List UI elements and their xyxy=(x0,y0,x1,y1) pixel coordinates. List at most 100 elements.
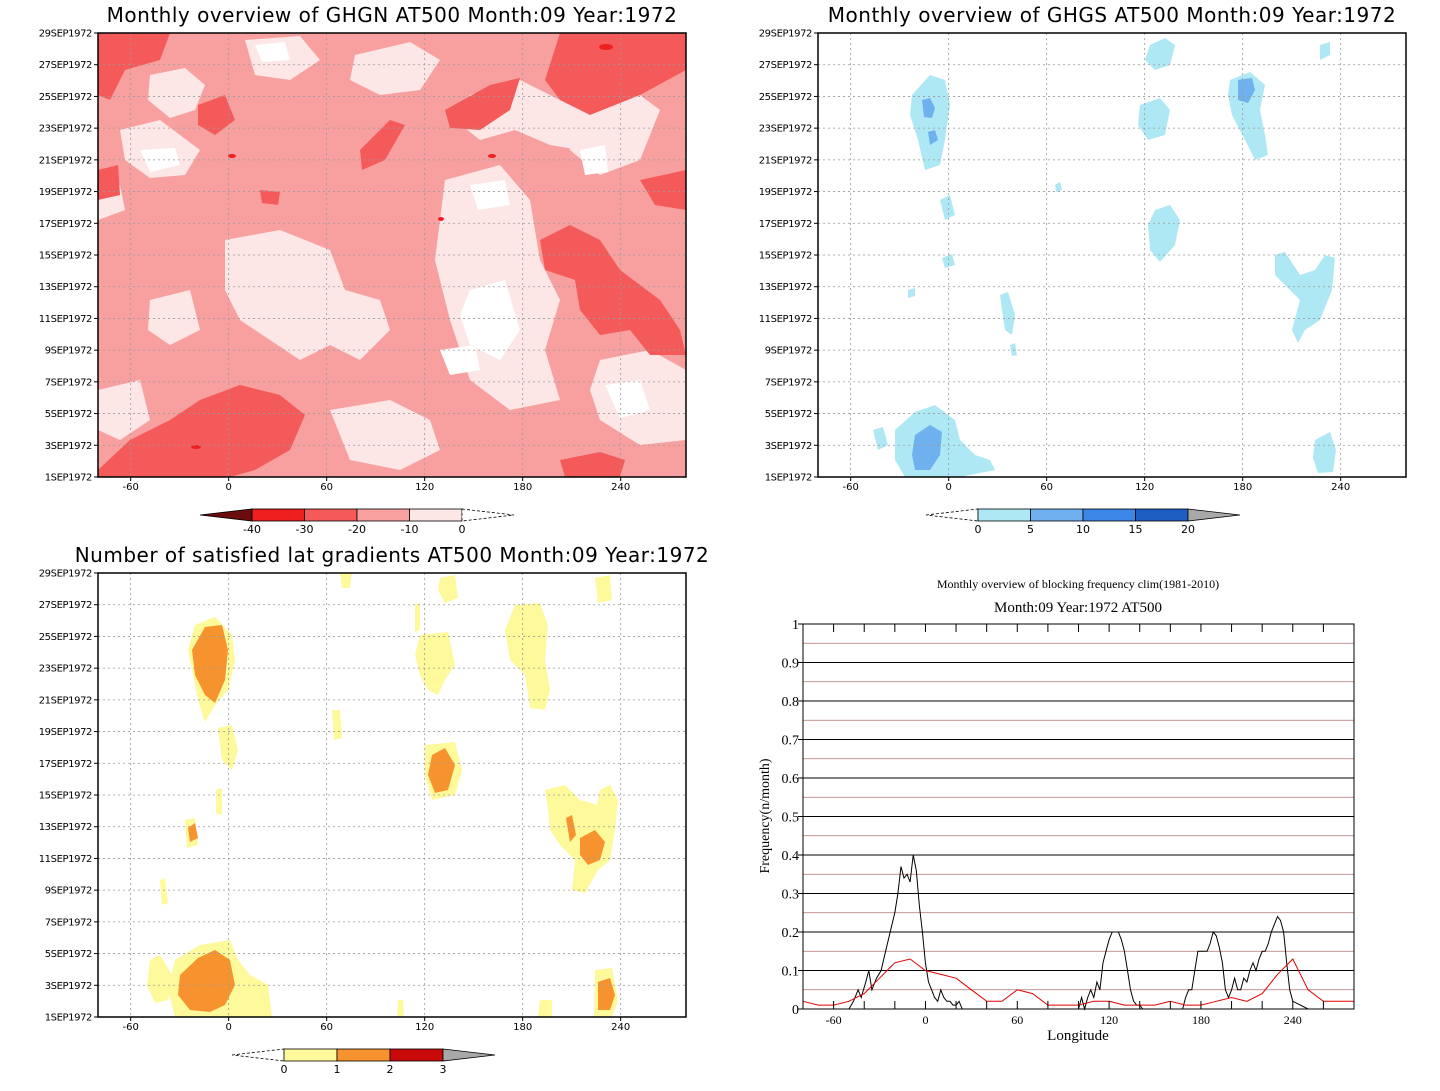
y-tick-label: 0 xyxy=(792,1003,799,1018)
colorbar-right-extension xyxy=(461,508,515,522)
y-tick-label: 11SEP1972 xyxy=(39,854,92,865)
colorbar-segment xyxy=(251,508,305,522)
lat-gradient-x-ticks: -60 0 60 120 180 240 xyxy=(122,1017,630,1033)
lat-gradient-orange-regions xyxy=(178,625,615,1012)
ghgn-x-ticks: -60 0 60 120 180 240 xyxy=(122,477,630,493)
colorbar-segment xyxy=(336,1048,391,1062)
line-chart-y-ticks: 0 0.1 0.2 0.3 0.4 0.5 0.6 0.7 0.8 0.9 1 xyxy=(782,618,803,1018)
x-tick-label: 180 xyxy=(513,1022,532,1033)
ghgn-panel: Monthly overview of GHGN AT500 Month:09 … xyxy=(39,3,687,536)
x-tick-label: 120 xyxy=(415,482,434,493)
colorbar-label: 3 xyxy=(440,1063,447,1076)
y-tick-label: 29SEP1972 xyxy=(759,29,812,40)
x-tick-label: 240 xyxy=(611,482,630,493)
ghgn-contour-field xyxy=(98,33,686,477)
colorbar-label: -10 xyxy=(401,523,419,536)
y-tick-label: 11SEP1972 xyxy=(39,314,92,325)
y-tick-label: 21SEP1972 xyxy=(759,155,812,166)
x-tick-label: 60 xyxy=(320,1022,333,1033)
x-tick-label: 0 xyxy=(225,482,231,493)
colorbar-segment xyxy=(389,1048,444,1062)
colorbar-right-extension xyxy=(442,1048,496,1062)
y-tick-label: 1SEP1972 xyxy=(45,473,92,484)
x-tick-label: 180 xyxy=(1233,482,1252,493)
colorbar-label: -20 xyxy=(348,523,366,536)
y-tick-label: 19SEP1972 xyxy=(39,187,92,198)
y-tick-label: 25SEP1972 xyxy=(39,632,92,643)
y-tick-label: 11SEP1972 xyxy=(759,314,812,325)
y-tick-label: 5SEP1972 xyxy=(45,409,92,420)
colorbar-label: -30 xyxy=(296,523,314,536)
y-tick-label: 15SEP1972 xyxy=(39,251,92,262)
y-tick-label: 27SEP1972 xyxy=(759,60,812,71)
y-tick-label: 17SEP1972 xyxy=(39,219,92,230)
y-tick-label: 27SEP1972 xyxy=(39,60,92,71)
colorbar-segment xyxy=(409,508,463,522)
x-tick-label: -60 xyxy=(122,482,138,493)
y-tick-label: 13SEP1972 xyxy=(39,282,92,293)
colorbar-label: 10 xyxy=(1076,523,1090,536)
ghgn-colorbar: -40 -30 -20 -10 0 xyxy=(199,508,515,536)
ghgs-y-ticks: 29SEP1972 27SEP1972 25SEP1972 23SEP1972 21SE… xyxy=(759,29,818,484)
x-tick-label: 120 xyxy=(1135,482,1154,493)
line-chart-ylabel: Frequency(n/month) xyxy=(758,758,773,873)
ghgn-min-spots xyxy=(191,44,613,449)
x-tick-label: -60 xyxy=(826,1013,842,1027)
y-tick-label: 21SEP1972 xyxy=(39,155,92,166)
lat-gradient-title: Number of satisfied lat gradients AT500 … xyxy=(75,543,710,567)
y-tick-label: 21SEP1972 xyxy=(39,695,92,706)
x-tick-label: 180 xyxy=(1192,1013,1210,1027)
x-tick-label: 240 xyxy=(611,1022,630,1033)
y-tick-label: 0.1 xyxy=(782,965,800,980)
ghgn-dark-regions xyxy=(98,33,686,477)
y-tick-label: 5SEP1972 xyxy=(765,409,812,420)
y-tick-label: 3SEP1972 xyxy=(45,981,92,992)
y-tick-label: 0.8 xyxy=(782,695,800,710)
y-tick-label: 19SEP1972 xyxy=(39,727,92,738)
y-tick-label: 0.9 xyxy=(782,657,800,672)
ghgn-gridlines xyxy=(98,32,686,478)
colorbar-label: 0 xyxy=(281,1063,288,1076)
y-tick-label: 1SEP1972 xyxy=(765,473,812,484)
y-tick-label: 17SEP1972 xyxy=(39,759,92,770)
y-tick-label: 19SEP1972 xyxy=(759,187,812,198)
x-tick-label: 60 xyxy=(1011,1013,1023,1027)
line-chart-subtitle: Month:09 Year:1972 AT500 xyxy=(994,600,1162,616)
lat-gradient-y-ticks: 29SEP1972 27SEP1972 25SEP1972 23SEP1972 21SE… xyxy=(39,569,98,1024)
lat-gradient-colorbar: 0 1 2 3 xyxy=(231,1048,496,1076)
colorbar-label: 0 xyxy=(459,523,466,536)
y-tick-label: 9SEP1972 xyxy=(45,346,92,357)
ghgs-colorbar: 0 5 10 15 20 xyxy=(925,508,1241,536)
y-tick-label: 13SEP1972 xyxy=(759,282,812,293)
y-tick-label: 9SEP1972 xyxy=(45,886,92,897)
colorbar-right-extension xyxy=(1187,508,1241,522)
y-tick-label: 9SEP1972 xyxy=(765,346,812,357)
x-tick-label: 240 xyxy=(1331,482,1350,493)
colorbar-label: 5 xyxy=(1027,523,1034,536)
y-tick-label: 25SEP1972 xyxy=(39,92,92,103)
observed-frequency-line xyxy=(803,854,1354,1011)
blocking-frequency-chart: Monthly overview of blocking frequency c… xyxy=(758,577,1355,1044)
y-tick-label: 5SEP1972 xyxy=(45,949,92,960)
ghgs-title: Monthly overview of GHGS AT500 Month:09 … xyxy=(828,3,1396,27)
ghgn-white-regions xyxy=(140,42,650,418)
colorbar-left-extension xyxy=(199,508,253,522)
x-tick-label: 0 xyxy=(922,1013,928,1027)
y-tick-label: 1 xyxy=(792,618,799,633)
ghgs-mid-regions xyxy=(912,78,1255,470)
y-tick-label: 1SEP1972 xyxy=(45,1013,92,1024)
x-tick-label: 180 xyxy=(513,482,532,493)
ghgs-panel: Monthly overview of GHGS AT500 Month:09 … xyxy=(759,3,1407,536)
colorbar-left-extension xyxy=(925,508,979,522)
x-tick-label: 60 xyxy=(320,482,333,493)
x-tick-label: 0 xyxy=(225,1022,231,1033)
y-tick-label: 15SEP1972 xyxy=(39,791,92,802)
colorbar-segment xyxy=(283,1048,338,1062)
y-tick-label: 0.3 xyxy=(782,888,800,903)
x-tick-label: -60 xyxy=(122,1022,138,1033)
colorbar-segment xyxy=(1135,508,1189,522)
y-tick-label: 29SEP1972 xyxy=(39,569,92,580)
y-tick-label: 23SEP1972 xyxy=(39,664,92,675)
x-tick-label: -60 xyxy=(842,482,858,493)
